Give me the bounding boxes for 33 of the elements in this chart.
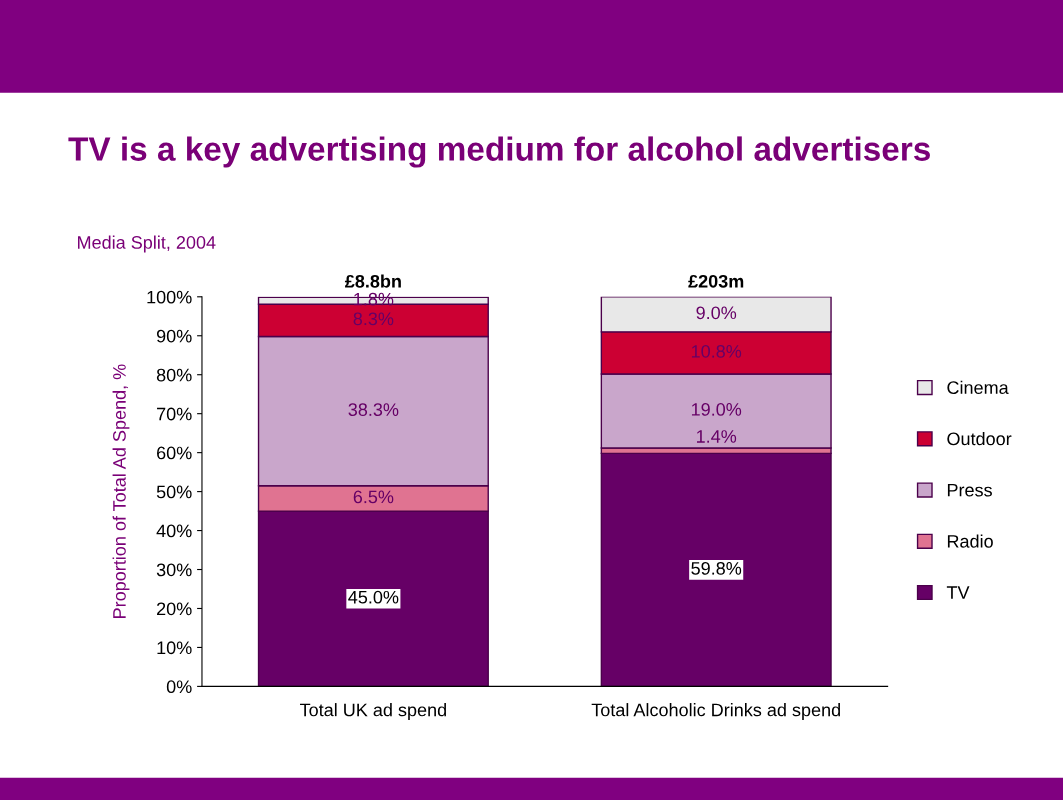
bar: [600, 452, 832, 687]
y-axis-title: Proportion of Total Ad Spend, %: [112, 364, 130, 618]
legend-label: Cinema: [947, 380, 1009, 395]
y-tick-label: 20%: [157, 602, 192, 616]
y-tick-label: 0%: [166, 680, 192, 694]
y-tick-label: 80%: [156, 368, 192, 382]
y-tick-label: 40%: [156, 524, 192, 538]
data-label: 45.0%: [348, 590, 399, 604]
data-label: 9.0%: [696, 306, 737, 320]
y-tick-label: 100%: [147, 290, 192, 304]
data-label: 38.3%: [348, 403, 399, 416]
chart-title: TV is a key advertising medium for alcohol advertisers: [68, 136, 930, 168]
y-tick-label: 90%: [156, 329, 192, 343]
legend-label: TV: [946, 586, 970, 599]
y-tick-label: 10%: [157, 641, 192, 655]
x-tick-label: Total UK ad spend: [300, 703, 446, 720]
legend-label: Outdoor: [947, 432, 1012, 446]
data-label: 1.4%: [697, 430, 737, 443]
legend-label: Radio: [947, 534, 993, 548]
chart-subtitle: Media Split, 2004: [78, 235, 216, 253]
y-tick-label: 30%: [156, 563, 192, 577]
data-label: 6.5%: [353, 490, 394, 504]
annotation: £203m: [688, 274, 744, 288]
y-tick-label: 70%: [157, 407, 192, 421]
annotation: £8.8bn: [344, 274, 401, 288]
y-tick-label: 50%: [156, 485, 192, 499]
y-tick-label: 60%: [157, 446, 192, 460]
data-label: 10.8%: [691, 344, 742, 358]
data-label: 59.8%: [691, 561, 742, 575]
data-label: 8.3%: [353, 312, 394, 326]
legend-label: Press: [947, 483, 992, 497]
x-tick-label: Total Alcoholic Drinks ad spend: [591, 703, 840, 720]
data-label: 19.0%: [691, 403, 742, 416]
